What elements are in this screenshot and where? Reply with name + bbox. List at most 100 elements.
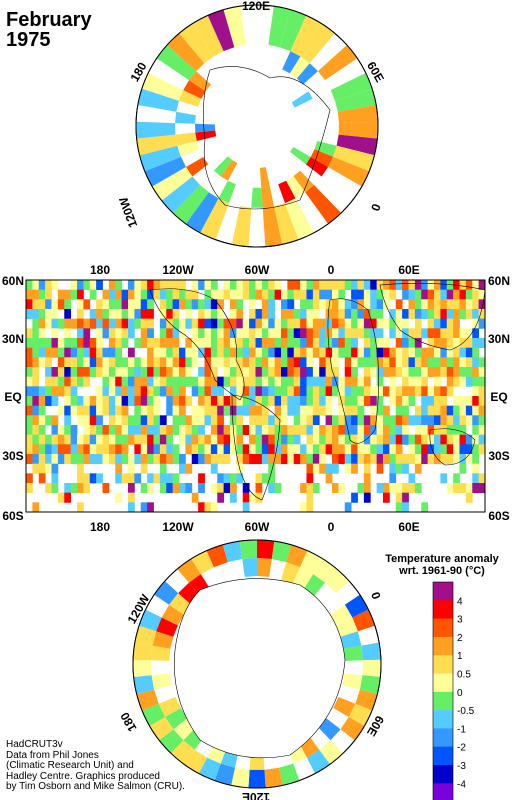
- anomaly-cell: [140, 280, 148, 291]
- anomaly-cell: [344, 328, 352, 339]
- anomaly-cell: [153, 347, 161, 358]
- anomaly-cell: [363, 328, 371, 339]
- anomaly-cell: [268, 280, 276, 291]
- anomaly-cell: [223, 367, 231, 378]
- anomaly-cell: [290, 15, 322, 57]
- anomaly-cell: [274, 328, 282, 339]
- anomaly-cell: [332, 338, 339, 349]
- anomaly-cell: [287, 444, 295, 455]
- anomaly-cell: [140, 376, 148, 387]
- anomaly-cell: [357, 444, 365, 455]
- anomaly-cell: [236, 280, 244, 291]
- anomaly-cell: [446, 338, 454, 349]
- anomaly-cell: [121, 338, 129, 349]
- anomaly-cell: [51, 367, 59, 378]
- anomaly-cell: [175, 132, 197, 146]
- anomaly-cell: [279, 9, 307, 52]
- anomaly-cell: [312, 289, 320, 300]
- anomaly-cell: [383, 338, 390, 349]
- anomaly-cell: [312, 367, 320, 378]
- anomaly-cell: [293, 357, 301, 368]
- anomaly-cell: [268, 483, 276, 494]
- anomaly-cell: [344, 463, 352, 474]
- legend-level-label: 0: [457, 688, 463, 699]
- anomaly-cell: [179, 405, 186, 416]
- anomaly-cell: [319, 386, 327, 397]
- anomaly-cell: [370, 328, 378, 339]
- anomaly-cell: [51, 434, 59, 445]
- anomaly-cell: [344, 367, 352, 378]
- anomaly-cell: [83, 367, 91, 378]
- anomaly-cell: [465, 309, 473, 320]
- anomaly-cell: [198, 386, 205, 397]
- anomaly-cell: [472, 289, 480, 300]
- anomaly-cell: [261, 434, 269, 445]
- anomaly-cell: [230, 444, 237, 455]
- anomaly-cell: [213, 156, 233, 177]
- anomaly-cell: [376, 367, 384, 378]
- anomaly-cell: [147, 347, 154, 358]
- anomaly-cell: [133, 675, 155, 694]
- anomaly-cell: [357, 434, 365, 445]
- anomaly-cell: [414, 483, 422, 494]
- anomaly-cell: [191, 289, 199, 300]
- credit-line: HadCRUT3v: [6, 739, 63, 750]
- anomaly-cell: [370, 299, 378, 310]
- anomaly-cell: [108, 338, 116, 349]
- anomaly-cell: [293, 170, 314, 193]
- anomaly-cell: [70, 405, 78, 416]
- anomaly-cell: [172, 473, 180, 484]
- anomaly-cell: [70, 338, 78, 349]
- anomaly-cell: [427, 405, 435, 416]
- anomaly-cell: [434, 299, 441, 310]
- anomaly-cell: [217, 357, 225, 368]
- anomaly-cell: [210, 463, 218, 474]
- anomaly-cell: [414, 454, 422, 465]
- anomaly-cell: [427, 454, 435, 465]
- anomaly-cell: [64, 357, 72, 368]
- anomaly-cell: [325, 357, 333, 368]
- anomaly-cell: [179, 454, 186, 465]
- anomaly-cell: [139, 609, 162, 632]
- anomaly-cell: [383, 347, 390, 358]
- map-top-lon-label: 60E: [398, 263, 419, 277]
- anomaly-cell: [108, 425, 116, 436]
- anomaly-cell: [389, 367, 397, 378]
- anomaly-cell: [57, 405, 65, 416]
- anomaly-cell: [83, 473, 91, 484]
- anomaly-cell: [255, 405, 263, 416]
- anomaly-cell: [281, 338, 288, 349]
- anomaly-cell: [26, 376, 33, 387]
- anomaly-cell: [70, 434, 78, 445]
- anomaly-cell: [357, 386, 365, 397]
- anomaly-cell: [268, 357, 276, 368]
- map-left-lat-label: 60S: [2, 509, 23, 523]
- anomaly-cell: [440, 328, 448, 339]
- north-polar-border: [135, 4, 379, 248]
- anomaly-cell: [185, 289, 193, 300]
- anomaly-cell: [351, 318, 358, 329]
- anomaly-cell: [465, 405, 473, 416]
- anomaly-cell: [363, 463, 371, 474]
- anomaly-cell: [478, 289, 486, 300]
- anomaly-cell: [287, 454, 295, 465]
- anomaly-cell: [257, 558, 272, 577]
- anomaly-cell: [136, 121, 176, 139]
- anomaly-cell: [370, 367, 378, 378]
- anomaly-cell: [421, 434, 429, 445]
- anomaly-cell: [319, 463, 327, 474]
- anomaly-cell: [236, 309, 244, 320]
- anomaly-cell: [204, 318, 212, 329]
- anomaly-cell: [300, 357, 307, 368]
- anomaly-cell: [242, 425, 250, 436]
- anomaly-cell: [223, 405, 231, 416]
- anomaly-cell: [115, 338, 123, 349]
- anomaly-cell: [45, 280, 52, 291]
- anomaly-cell: [328, 156, 370, 187]
- anomaly-cell: [465, 338, 473, 349]
- anomaly-cell: [70, 444, 78, 455]
- anomaly-cell: [408, 309, 416, 320]
- anomaly-cell: [370, 357, 378, 368]
- anomaly-cell: [332, 386, 339, 397]
- anomaly-cell: [64, 415, 72, 426]
